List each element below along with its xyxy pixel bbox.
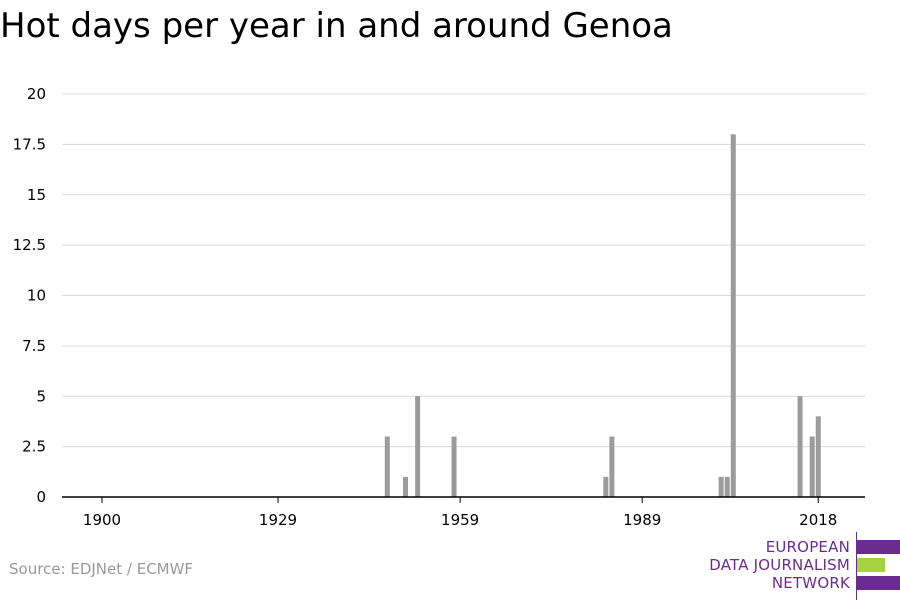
bar xyxy=(797,396,803,497)
bar xyxy=(718,476,724,497)
x-tick-label: 1959 xyxy=(441,511,479,529)
bar xyxy=(603,476,609,497)
y-tick-label: 7.5 xyxy=(22,337,46,355)
bar xyxy=(815,416,821,497)
logo-bar-top xyxy=(857,540,900,554)
y-tick-label: 10 xyxy=(27,287,46,305)
y-tick-label: 0 xyxy=(36,488,46,506)
x-axis-ticks: 1900 1929 1959 1989 2018 xyxy=(83,497,837,529)
x-tick-label: 1989 xyxy=(623,511,661,529)
bar xyxy=(415,396,421,497)
x-tick-label: 1929 xyxy=(259,511,297,529)
y-tick-label: 20 xyxy=(27,85,46,103)
logo-line-european: EUROPEAN xyxy=(765,538,850,556)
source-note: Source: EDJNet / ECMWF xyxy=(9,560,194,578)
logo-line-data-journalism: DATA JOURNALISM xyxy=(709,556,850,574)
y-tick-label: 12.5 xyxy=(13,236,46,254)
y-tick-label: 5 xyxy=(36,387,46,405)
y-tick-label: 2.5 xyxy=(22,438,46,456)
chart-title: Hot days per year in and around Genoa xyxy=(0,6,673,46)
logo-line-network: NETWORK xyxy=(771,574,850,592)
logo-bar-middle xyxy=(857,558,885,572)
bar xyxy=(809,436,815,497)
y-tick-label: 15 xyxy=(27,186,46,204)
bar xyxy=(451,436,457,497)
bar xyxy=(384,436,390,497)
edjnet-logo: EUROPEAN DATA JOURNALISM NETWORK xyxy=(700,530,900,600)
x-tick-label: 1900 xyxy=(83,511,121,529)
logo-bar-bottom xyxy=(857,576,900,590)
grid-lines xyxy=(62,93,865,448)
bar xyxy=(609,436,615,497)
bar xyxy=(730,134,736,498)
bar xyxy=(403,476,408,497)
y-axis-ticks: 0 2.5 5 7.5 10 12.5 15 17.5 20 xyxy=(13,85,46,506)
logo-divider xyxy=(856,532,857,600)
bars xyxy=(384,134,821,498)
bar xyxy=(724,476,730,497)
y-tick-label: 17.5 xyxy=(13,135,46,153)
x-tick-label: 2018 xyxy=(799,511,837,529)
